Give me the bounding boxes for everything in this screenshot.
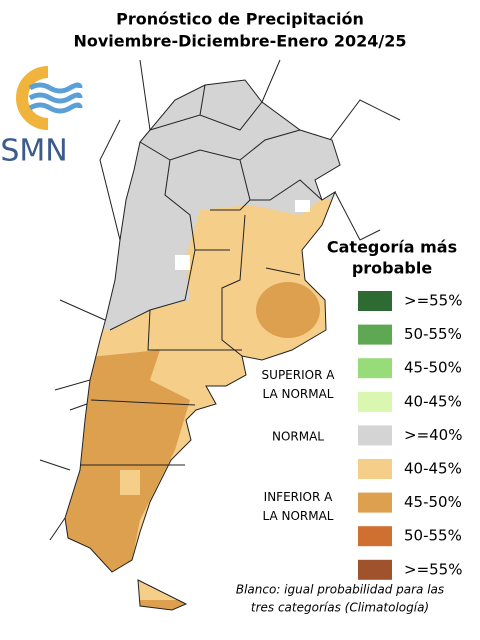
legend-swatch bbox=[358, 425, 392, 446]
boundaries bbox=[64, 79, 341, 611]
group-label: LA NORMAL bbox=[263, 509, 334, 523]
group-label: INFERIOR A bbox=[264, 490, 333, 504]
legend-swatch bbox=[358, 291, 392, 311]
logo: SMN bbox=[0, 66, 83, 169]
title-line: Pronóstico de Precipitación bbox=[116, 10, 364, 29]
legend-swatch bbox=[358, 391, 392, 412]
legend-swatch bbox=[358, 358, 392, 379]
legend-label: 45-50% bbox=[404, 359, 462, 377]
legend-label: 50-55% bbox=[404, 527, 462, 545]
legend-title: Categoría más bbox=[327, 238, 457, 257]
legend-swatch bbox=[358, 324, 392, 345]
legend-label: 45-50% bbox=[404, 493, 462, 511]
legend-swatch bbox=[358, 492, 392, 513]
legend-label: 40-45% bbox=[404, 392, 462, 410]
legend-label: >=55% bbox=[404, 560, 462, 578]
legend-swatch bbox=[358, 459, 392, 479]
legend-title: probable bbox=[352, 259, 433, 278]
legend-label: 40-45% bbox=[404, 460, 462, 478]
title-line: Noviembre-Diciembre-Enero 2024/25 bbox=[73, 32, 406, 51]
group-label: LA NORMAL bbox=[263, 387, 334, 401]
group-label: SUPERIOR A bbox=[262, 368, 336, 382]
neighbors bbox=[39, 59, 401, 541]
legend-swatch bbox=[358, 559, 392, 580]
note: Blanco: igual probabilidad para las bbox=[236, 583, 444, 597]
note: tres categorías (Climatología) bbox=[251, 601, 429, 615]
legend-label: >=40% bbox=[404, 426, 462, 444]
legend-label: 50-55% bbox=[404, 325, 462, 343]
group-label: NORMAL bbox=[272, 430, 324, 444]
legend-swatch bbox=[358, 526, 392, 547]
legend-label: >=55% bbox=[404, 292, 462, 310]
logo-text: SMN bbox=[0, 134, 67, 169]
